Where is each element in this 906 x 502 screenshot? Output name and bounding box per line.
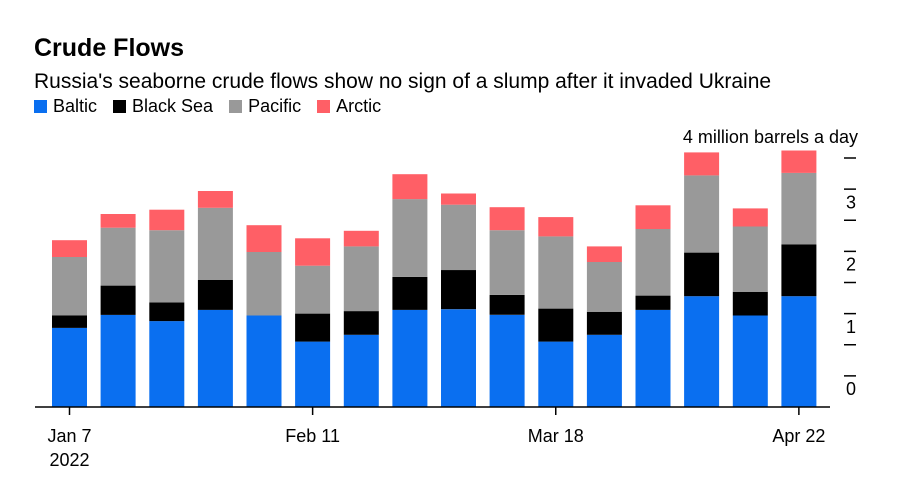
y-tick-label-0: 0 (846, 379, 856, 399)
bar-pacific-9 (441, 204, 476, 271)
legend-swatch-pacific (229, 100, 243, 113)
bar-baltic-14 (684, 296, 720, 407)
bar-pacific-4 (197, 207, 233, 280)
x-tick-label-mar-18: Mar 18 (528, 426, 584, 446)
legend-swatch-black-sea (113, 100, 127, 113)
legend-swatch-baltic (34, 100, 47, 113)
bar-baltic-16 (781, 296, 817, 407)
bar-pacific-3 (149, 230, 185, 303)
bar-black-sea-9 (441, 270, 476, 310)
legend-item-pacific: Pacific (229, 96, 301, 117)
bar-pacific-7 (343, 246, 379, 312)
legend-label-baltic: Baltic (53, 96, 98, 116)
bar-arctic-11 (538, 217, 574, 237)
bar-arctic-8 (392, 174, 428, 200)
bar-baltic-12 (586, 334, 622, 407)
bar-arctic-9 (441, 193, 476, 205)
bar-arctic-10 (489, 207, 525, 231)
bar-pacific-10 (489, 230, 525, 295)
bar-baltic-1 (52, 327, 87, 407)
bar-pacific-6 (295, 265, 331, 314)
bar-black-sea-8 (392, 276, 428, 310)
bar-pacific-11 (538, 236, 574, 309)
bar-black-sea-16 (781, 244, 817, 297)
bar-black-sea-11 (538, 308, 574, 342)
bar-black-sea-1 (52, 315, 87, 328)
bar-black-sea-6 (295, 313, 331, 342)
bar-pacific-2 (100, 227, 136, 286)
bar-pacific-14 (684, 175, 720, 253)
bar-arctic-3 (149, 209, 185, 231)
bar-black-sea-7 (343, 311, 379, 335)
bar-baltic-4 (197, 309, 233, 407)
bar-arctic-6 (295, 238, 331, 266)
chart-subtitle: Russia's seaborne crude flows show no si… (34, 70, 772, 93)
y-tick-label-3: 3 (846, 192, 856, 212)
bar-black-sea-13 (635, 295, 671, 310)
bar-pacific-1 (52, 257, 87, 316)
legend-label-arctic: Arctic (336, 96, 382, 116)
y-tick-label-1: 1 (846, 317, 856, 337)
x-tick-label-jan-7: Jan 7 (47, 426, 91, 446)
legend-item-arctic: Arctic (317, 96, 381, 117)
bar-baltic-2 (100, 314, 136, 407)
bar-black-sea-10 (489, 294, 525, 315)
bar-arctic-12 (586, 246, 622, 262)
bar-baltic-9 (441, 309, 476, 407)
bar-baltic-8 (392, 309, 428, 407)
bar-arctic-16 (781, 150, 817, 173)
bar-baltic-5 (246, 315, 282, 407)
bar-arctic-15 (732, 208, 768, 227)
legend-item-black-sea: Black Sea (113, 96, 213, 117)
bar-black-sea-14 (684, 252, 720, 297)
bar-pacific-12 (586, 262, 622, 312)
bar-black-sea-4 (197, 280, 233, 310)
bar-baltic-7 (343, 334, 379, 407)
x-tick-label-feb-11: Feb 11 (285, 426, 340, 446)
bar-arctic-13 (635, 205, 671, 229)
bar-black-sea-3 (149, 302, 185, 322)
chart-title: Crude Flows (34, 34, 185, 62)
bar-pacific-15 (732, 226, 768, 292)
legend-label-black-sea: Black Sea (132, 96, 214, 116)
bar-arctic-14 (684, 152, 720, 176)
bar-black-sea-12 (586, 311, 622, 335)
x-tick-label-apr-22: Apr 22 (772, 426, 825, 446)
legend-item-baltic: Baltic (34, 96, 97, 117)
bar-arctic-2 (100, 214, 136, 228)
legend-label-pacific: Pacific (248, 96, 302, 116)
bar-arctic-4 (197, 191, 233, 208)
bar-baltic-15 (732, 315, 768, 407)
bar-baltic-3 (149, 321, 185, 407)
bar-baltic-10 (489, 314, 525, 407)
bar-arctic-7 (343, 230, 379, 247)
bar-pacific-5 (246, 252, 282, 316)
chart-legend: Baltic Black Sea Pacific Arctic (34, 96, 381, 117)
x-tick-label-year: 2022 (49, 450, 89, 470)
bar-pacific-8 (392, 199, 428, 277)
legend-swatch-arctic (317, 100, 331, 113)
bar-baltic-11 (538, 341, 574, 407)
bar-baltic-6 (295, 341, 331, 407)
bar-black-sea-2 (100, 285, 136, 315)
bar-arctic-5 (246, 225, 282, 252)
bar-baltic-13 (635, 309, 671, 407)
y-axis-unit-label: 4 million barrels a day (682, 127, 858, 147)
bar-black-sea-15 (732, 291, 768, 316)
bar-pacific-16 (781, 172, 817, 245)
bar-pacific-13 (635, 229, 671, 296)
bar-arctic-1 (52, 240, 87, 257)
y-tick-label-2: 2 (846, 255, 856, 275)
